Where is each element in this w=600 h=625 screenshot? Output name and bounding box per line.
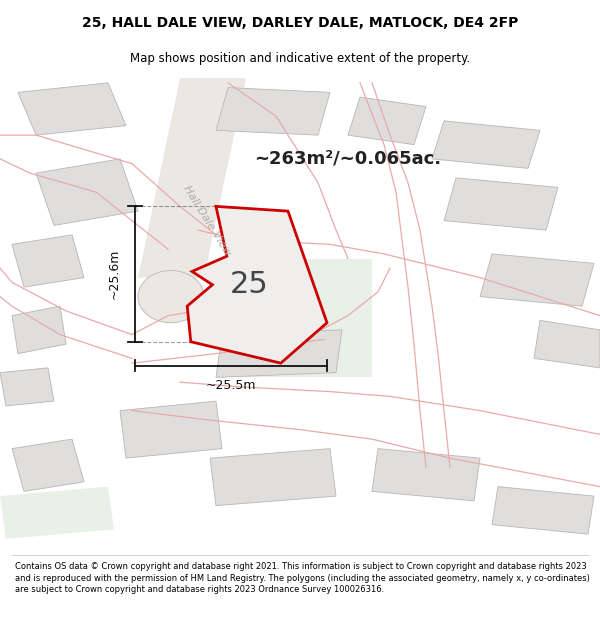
Polygon shape: [348, 97, 426, 144]
Polygon shape: [187, 206, 327, 363]
Text: ~25.5m: ~25.5m: [206, 379, 256, 392]
Polygon shape: [216, 88, 330, 135]
Polygon shape: [432, 121, 540, 168]
Polygon shape: [12, 235, 84, 287]
Polygon shape: [216, 330, 342, 378]
Text: Contains OS data © Crown copyright and database right 2021. This information is : Contains OS data © Crown copyright and d…: [15, 562, 590, 594]
Text: Hall Dale View: Hall Dale View: [181, 184, 233, 258]
Polygon shape: [120, 401, 222, 458]
Polygon shape: [12, 439, 84, 491]
Polygon shape: [240, 259, 372, 378]
Polygon shape: [0, 487, 114, 539]
Polygon shape: [492, 487, 594, 534]
Polygon shape: [18, 83, 126, 135]
Polygon shape: [138, 78, 246, 278]
Polygon shape: [444, 178, 558, 230]
Polygon shape: [534, 321, 600, 368]
Polygon shape: [12, 306, 66, 354]
Text: Map shows position and indicative extent of the property.: Map shows position and indicative extent…: [130, 52, 470, 65]
Text: 25: 25: [230, 270, 268, 299]
Text: ~25.6m: ~25.6m: [107, 249, 121, 299]
Text: 25, HALL DALE VIEW, DARLEY DALE, MATLOCK, DE4 2FP: 25, HALL DALE VIEW, DARLEY DALE, MATLOCK…: [82, 16, 518, 31]
Polygon shape: [372, 449, 480, 501]
Polygon shape: [480, 254, 594, 306]
Polygon shape: [36, 159, 138, 226]
Polygon shape: [210, 449, 336, 506]
Text: ~263m²/~0.065ac.: ~263m²/~0.065ac.: [254, 150, 442, 168]
Circle shape: [138, 271, 204, 322]
Polygon shape: [0, 368, 54, 406]
